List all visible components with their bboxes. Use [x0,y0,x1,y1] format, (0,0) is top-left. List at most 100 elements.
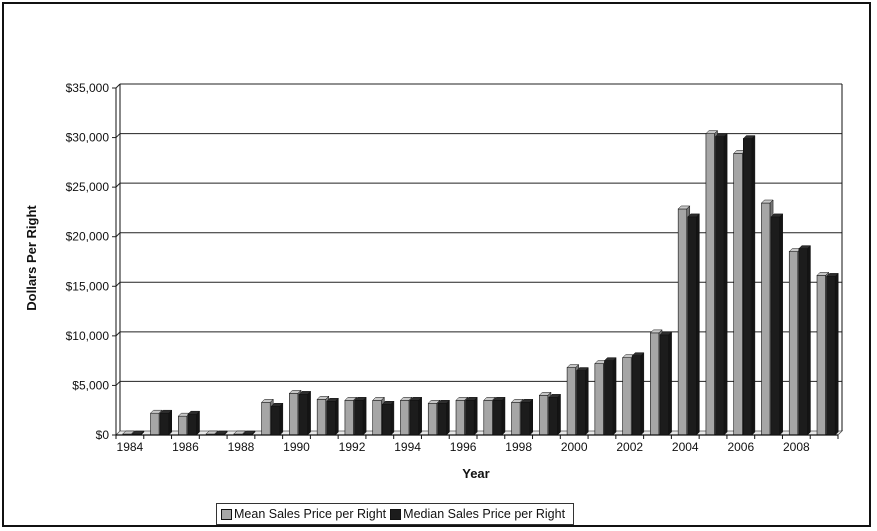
bar-front [549,397,558,435]
bar-front [355,400,364,435]
x-tick-label: 2000 [561,440,588,454]
legend-item-median: Median Sales Price per Right [390,507,565,521]
bar-front [632,356,641,435]
bar-front [160,413,169,435]
bar-front [345,400,354,435]
bar-front [151,413,160,435]
bar-median [382,401,394,435]
x-tick-label: 1998 [505,440,532,454]
bar-front [262,402,271,435]
bar-median [188,411,200,435]
bar-median [299,391,311,435]
bar-side [780,214,783,435]
bar-front [466,400,475,435]
bar-side [696,214,699,435]
x-tick-label: 1986 [172,440,199,454]
bar-median [827,273,839,435]
bar-front [271,406,280,435]
y-tick-label: $0 [96,428,110,442]
bar-side [446,400,449,435]
bar-side [585,368,588,435]
x-tick-label: 1992 [339,440,366,454]
bar-median [771,214,783,435]
bar-side [169,410,172,435]
bar-side [613,358,616,435]
bar-front [604,361,613,435]
x-tick-label: 1996 [450,440,477,454]
bar-side [197,411,200,435]
bar-side [807,246,810,435]
gridline-depth [116,332,120,336]
x-tick-label: 2002 [616,440,643,454]
bar-front [493,400,502,435]
legend-label-median: Median Sales Price per Right [403,507,565,521]
bar-side [835,273,838,435]
gridline-depth [116,134,120,138]
x-tick-label: 1994 [394,440,421,454]
gridline-depth [116,84,120,88]
y-tick-labels: $0 $5,000 $10,000 $15,000 $20,000 $25,000 $30,… [66,81,110,442]
bar-front [317,399,326,435]
bar-side [530,399,533,435]
bar-median [549,394,561,435]
y-tick-label: $15,000 [66,279,110,293]
bar-side [363,397,366,435]
legend-swatch-median [390,509,401,520]
gridline-depth [116,282,120,286]
bar-median [355,397,367,435]
bar-median [716,134,728,435]
bar-front [512,402,521,435]
y-tick-label: $10,000 [66,329,110,343]
bar-front [817,275,826,435]
bar-side [391,401,394,435]
bar-front [178,416,187,435]
bar-median [799,246,811,435]
bar-median [688,214,700,435]
bar-side [419,397,422,435]
x-tick-label: 2008 [783,440,810,454]
bar-side [724,134,727,435]
bar-front [299,394,308,435]
x-tick-label: 2004 [672,440,699,454]
x-tick-label: 1990 [283,440,310,454]
bar-median [660,332,672,435]
bar-front [688,217,697,435]
bar-median [493,397,505,435]
legend: Mean Sales Price per Right Median Sales … [216,503,574,525]
y-tick-label: $20,000 [66,230,110,244]
x-tick-label: 1984 [117,440,144,454]
bar-front [456,400,465,435]
y-tick-label: $25,000 [66,180,110,194]
y-tick-label: $5,000 [72,378,109,392]
bar-front [521,402,530,435]
plot-area [116,84,842,435]
bar-front [761,203,770,435]
bar-front [789,252,798,435]
bar-front [799,249,808,435]
bar-front [716,137,725,435]
bar-front [734,153,743,435]
bar-front [188,414,197,435]
bar-front [400,400,409,435]
bar-front [650,333,659,435]
bar-front [827,276,836,435]
bar-side [335,398,338,435]
bar-side [280,403,283,435]
bar-side [558,394,561,435]
bar-median [743,136,755,435]
bar-median [271,403,283,435]
bar-front [660,335,669,435]
bar-front [438,403,447,435]
bar-front [428,403,437,435]
bar-front [484,400,493,435]
y-tick-label: $35,000 [66,81,110,95]
gridline-depth [116,183,120,187]
bar-side [308,391,311,435]
bar-front [706,134,715,435]
legend-item-mean: Mean Sales Price per Right [221,507,386,521]
gridline-depth [116,381,120,385]
x-tick-label: 1988 [228,440,255,454]
bar-front [595,364,604,435]
y-axis-title: Dollars Per Right [24,205,39,311]
